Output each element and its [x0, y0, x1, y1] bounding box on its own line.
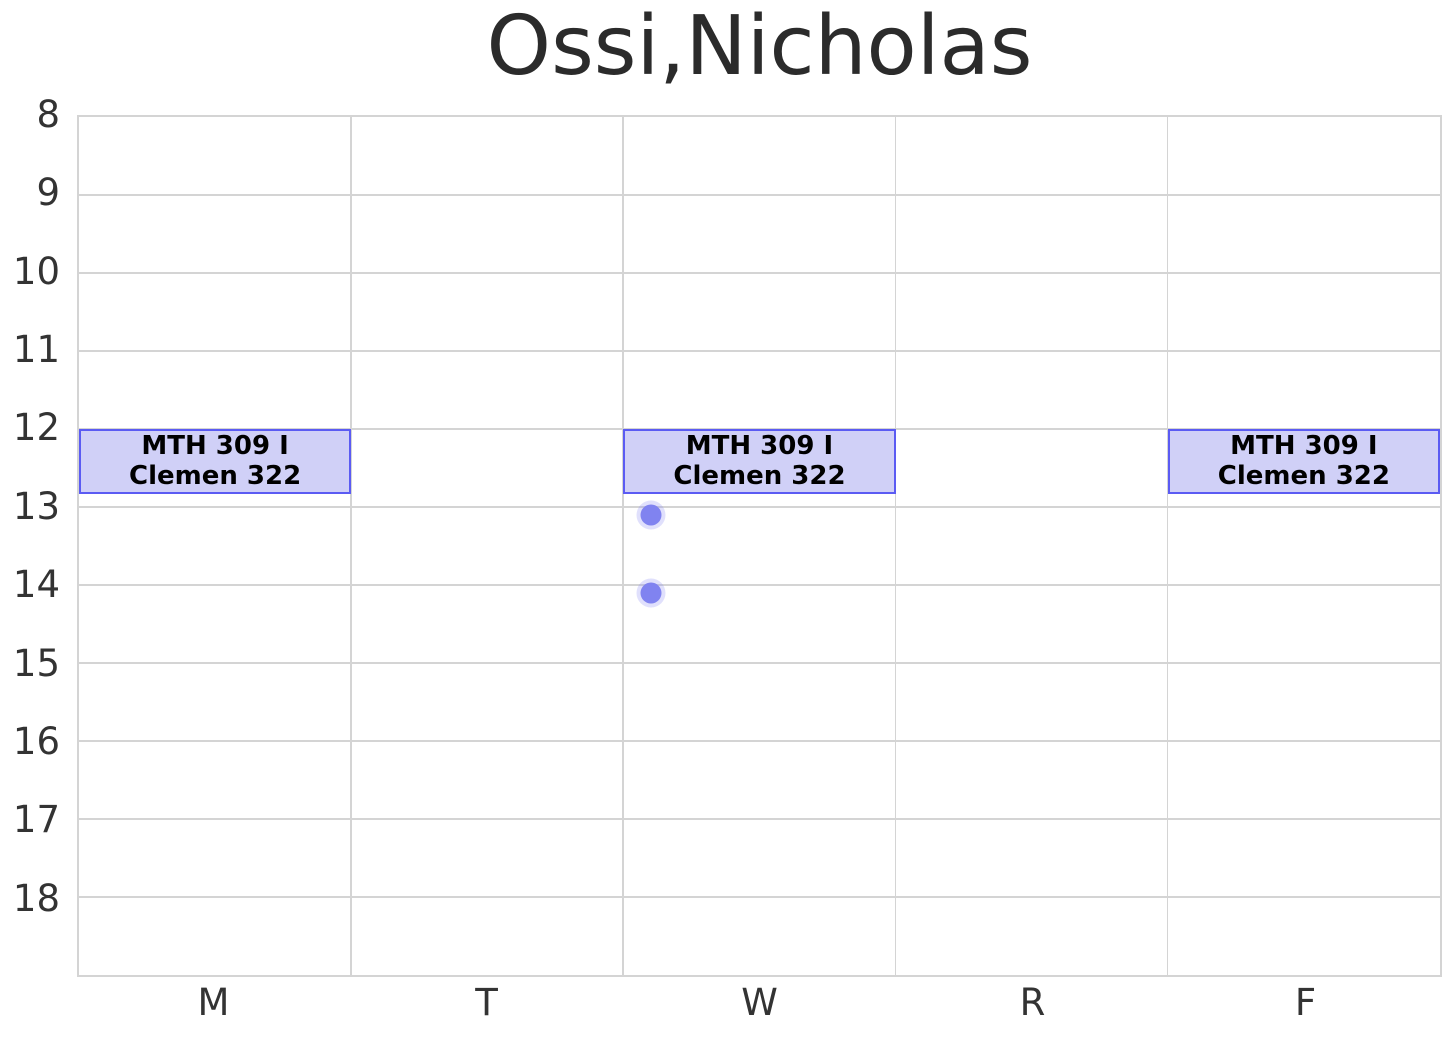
- x-tick-label: T: [475, 981, 498, 1024]
- h-gridline: [79, 428, 1440, 430]
- y-tick-label: 14: [12, 563, 60, 607]
- event-room-label: Clemen 322: [129, 461, 302, 492]
- event-box: MTH 309 I Clemen 322: [79, 429, 352, 494]
- schedule-point: [640, 582, 662, 604]
- event-course-label: MTH 309 I: [685, 431, 834, 462]
- event-box: MTH 309 I Clemen 322: [623, 429, 896, 494]
- y-tick-label: 12: [12, 406, 60, 450]
- schedule-point: [640, 504, 662, 526]
- x-tick-label: W: [741, 981, 778, 1024]
- x-tick-label: R: [1019, 981, 1046, 1024]
- scatter-points-layer: [79, 117, 1440, 975]
- event-room-label: Clemen 322: [1217, 461, 1390, 492]
- v-gridline: [894, 117, 897, 975]
- v-gridline: [350, 117, 352, 975]
- plot-area: MTH 309 I Clemen 322 MTH 309 I Clemen 322 MT…: [77, 115, 1442, 977]
- gridlines-layer: [79, 117, 1440, 975]
- event-room-label: Clemen 322: [673, 461, 846, 492]
- y-tick-label: 13: [12, 484, 60, 528]
- event-boxes-layer: MTH 309 I Clemen 322 MTH 309 I Clemen 322 MT…: [79, 117, 1440, 975]
- h-gridline: [79, 194, 1440, 196]
- h-gridline: [79, 350, 1440, 352]
- v-gridline: [622, 117, 624, 975]
- y-tick-label: 8: [36, 93, 60, 136]
- y-tick-label: 16: [12, 719, 60, 763]
- x-tick-label: M: [197, 981, 230, 1024]
- h-gridline: [79, 584, 1440, 586]
- y-tick-label: 10: [12, 249, 60, 293]
- y-tick-label: 11: [12, 328, 60, 372]
- h-gridline: [79, 506, 1440, 508]
- y-tick-label: 18: [12, 876, 60, 920]
- y-tick-label: 15: [12, 641, 60, 685]
- x-tick-label: F: [1294, 981, 1317, 1024]
- h-gridline: [79, 740, 1440, 742]
- h-gridline: [79, 818, 1440, 820]
- event-course-label: MTH 309 I: [141, 431, 289, 462]
- event-course-label: MTH 309 I: [1230, 431, 1378, 462]
- y-tick-label: 9: [36, 171, 60, 215]
- event-box: MTH 309 I Clemen 322: [1167, 429, 1440, 494]
- h-gridline: [79, 896, 1440, 898]
- v-gridline: [1166, 117, 1169, 975]
- y-tick-label: 17: [12, 798, 60, 842]
- h-gridline: [79, 662, 1440, 664]
- h-gridline: [79, 272, 1440, 274]
- chart-title: Ossi,Nicholas: [486, 0, 1033, 94]
